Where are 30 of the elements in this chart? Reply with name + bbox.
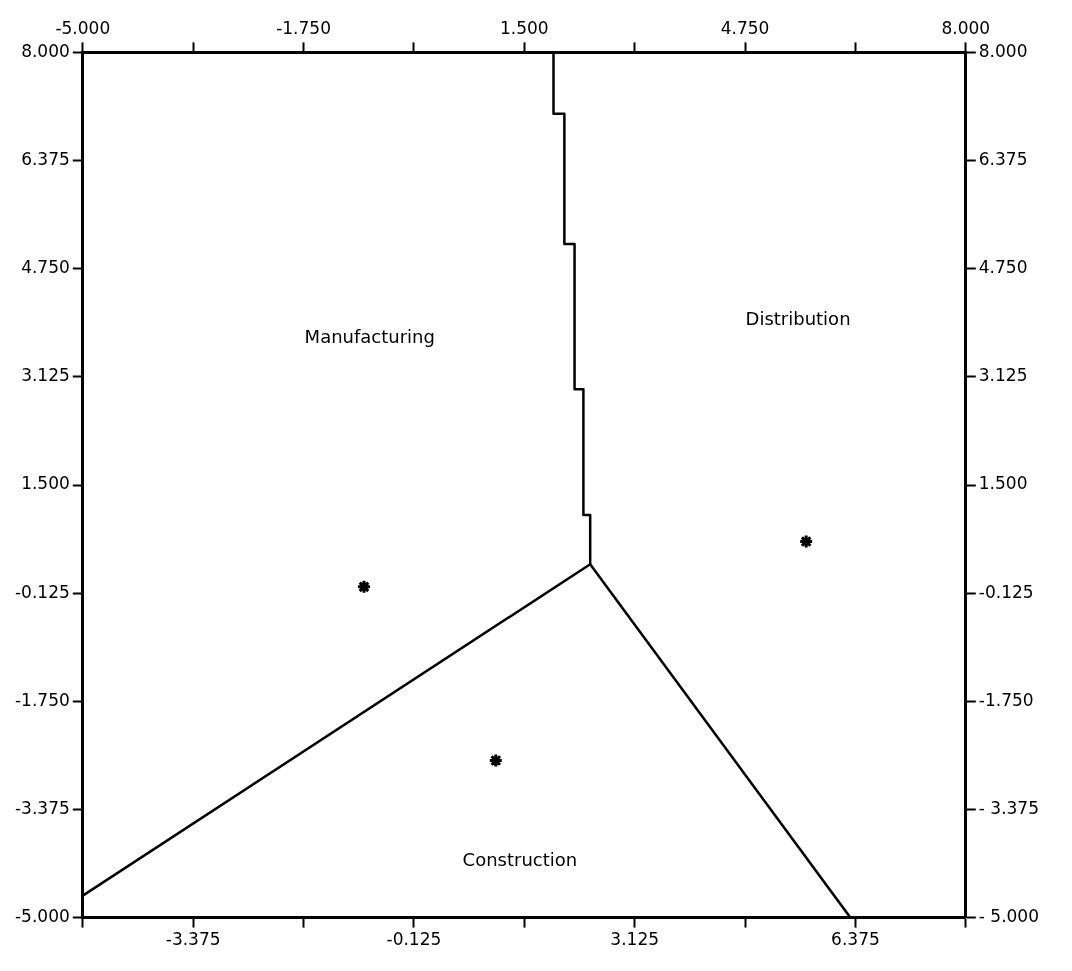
y2-tick-label: 6.375	[978, 148, 1028, 169]
x-tick-label: 3.125	[610, 929, 660, 950]
y2-tick-label: 4.750	[978, 257, 1028, 278]
x-tick-label: -0.125	[386, 929, 442, 950]
y2-tick-label: 3.125	[978, 365, 1028, 386]
x-tick-label: 6.375	[831, 929, 880, 950]
annotation: Distribution	[745, 308, 851, 330]
y2-tick-label: - 5.000	[978, 906, 1040, 927]
y-tick-label: -3.375	[14, 797, 70, 818]
y2-tick-label: -1.750	[978, 689, 1034, 710]
annotation: Manufacturing	[304, 325, 435, 347]
y-tick-label: -1.750	[14, 689, 70, 710]
x2-tick-label: 1.500	[499, 17, 549, 38]
y-tick-label: 3.125	[21, 365, 70, 386]
y-tick-label: 6.375	[21, 148, 70, 169]
x-tick-label: -3.375	[165, 929, 221, 950]
y2-tick-label: 8.000	[978, 40, 1028, 61]
annotation: Construction	[462, 849, 578, 871]
y2-tick-label: -0.125	[978, 581, 1034, 602]
y-tick-label: 4.750	[21, 257, 70, 278]
y2-tick-label: 1.500	[978, 473, 1028, 494]
x2-tick-label: -1.750	[276, 17, 331, 38]
y-tick-label: -5.000	[14, 906, 70, 927]
y2-tick-label: - 3.375	[978, 797, 1040, 818]
x2-tick-label: 4.750	[720, 17, 770, 38]
y-tick-label: -0.125	[14, 581, 70, 602]
x2-tick-label: -5.000	[55, 17, 111, 38]
x2-tick-label: 8.000	[941, 17, 991, 38]
y-tick-label: 8.000	[21, 40, 70, 61]
y-tick-label: 1.500	[21, 473, 70, 494]
